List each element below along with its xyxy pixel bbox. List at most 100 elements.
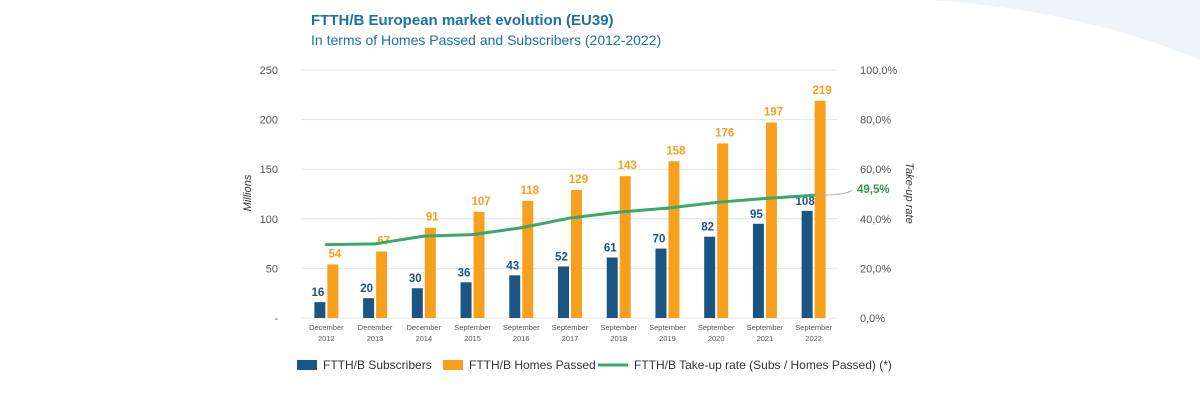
y-axis-left: - 50 100 150 200 250 <box>260 65 279 325</box>
x-tick-label-month: September <box>503 323 540 332</box>
takeup-point <box>568 216 572 220</box>
bar-label-subscribers: 43 <box>506 260 519 272</box>
x-tick-label-year: 2021 <box>757 334 774 343</box>
takeup-point <box>665 206 669 210</box>
bar-homes-passed <box>424 227 436 318</box>
legend: FTTH/B Subscribers FTTH/B Homes Passed FTT… <box>297 358 892 372</box>
takeup-point <box>422 234 426 238</box>
x-tick-label-year: 2013 <box>367 334 384 343</box>
bar-homes-passed <box>668 161 680 318</box>
x-tick-label-month: December <box>309 323 344 332</box>
bar-label-subscribers: 52 <box>555 251 568 263</box>
x-tick-label-month: September <box>454 323 491 332</box>
x-tick-label-month: September <box>747 323 784 332</box>
bar-subscribers <box>655 248 667 318</box>
x-tick-label-month: September <box>649 323 686 332</box>
takeup-line <box>324 193 816 247</box>
bar-homes-passed <box>376 251 388 318</box>
y-tick-label: 50 <box>266 263 278 275</box>
bar-label-homes-passed: 118 <box>520 185 539 197</box>
legend-label-homes-passed: FTTH/B Homes Passed <box>469 358 596 372</box>
x-tick-label-month: December <box>407 323 442 332</box>
x-axis: December 2012 December 2013 December 2014 Sept… <box>309 323 832 343</box>
x-tick-label-year: 2018 <box>610 334 627 343</box>
y-tick-label: - <box>274 313 278 325</box>
x-tick-label-year: 2016 <box>513 334 530 343</box>
bar-homes-passed <box>473 211 485 318</box>
takeup-point <box>617 210 621 214</box>
y2-tick-label: 0,0% <box>860 313 885 325</box>
bar-label-homes-passed: 158 <box>666 145 686 157</box>
bar-subscribers <box>558 266 569 318</box>
bar-subscribers <box>460 282 472 318</box>
bar-homes-passed <box>765 122 777 319</box>
takeup-point <box>324 243 328 247</box>
y-tick-label: 100 <box>260 214 278 226</box>
y2-tick-label: 20,0% <box>860 263 891 275</box>
y-tick-label: 250 <box>260 65 278 77</box>
bar-subscribers <box>704 236 716 318</box>
bar-label-homes-passed: 176 <box>715 127 734 139</box>
y-axis-title: Millions <box>242 174 254 211</box>
background-swoosh <box>930 0 1200 60</box>
x-tick-label-year: 2017 <box>562 334 579 343</box>
takeup-point <box>714 200 718 204</box>
annotation-label: 49,5% <box>857 184 890 196</box>
takeup-series-line <box>326 193 814 247</box>
legend-label-takeup: FTTH/B Take-up rate (Subs / Homes Passed… <box>634 358 892 372</box>
bar-label-subscribers: 108 <box>796 196 816 208</box>
bar-label-subscribers: 95 <box>750 209 763 221</box>
x-tick-label-month: September <box>600 323 637 332</box>
y2-axis-title: Take-up rate <box>903 162 915 223</box>
takeup-point <box>471 233 475 237</box>
y-tick-label: 200 <box>260 115 278 127</box>
y2-tick-label: 100,0% <box>860 65 898 77</box>
x-tick-label-year: 2022 <box>805 334 822 343</box>
bar-label-subscribers: 61 <box>604 242 617 254</box>
bar-label-homes-passed: 107 <box>471 196 490 208</box>
bar-homes-passed <box>571 190 582 318</box>
x-tick-label-year: 2019 <box>659 334 676 343</box>
bar-homes-passed <box>619 176 631 318</box>
y2-tick-label: 40,0% <box>860 214 891 226</box>
bar-homes-passed <box>327 264 339 318</box>
bar-label-subscribers: 20 <box>360 283 373 295</box>
x-tick-label-year: 2020 <box>708 334 725 343</box>
bar-label-homes-passed: 54 <box>328 248 341 260</box>
bar-label-subscribers: 36 <box>458 267 471 279</box>
bar-homes-passed <box>522 200 534 318</box>
bar-subscribers <box>363 298 375 318</box>
takeup-point <box>519 226 523 230</box>
bar-label-homes-passed: 91 <box>426 212 439 224</box>
chart-subtitle: In terms of Homes Passed and Subscribers… <box>311 32 661 48</box>
x-tick-label-year: 2015 <box>464 334 481 343</box>
bar-label-subscribers: 16 <box>311 287 324 299</box>
legend-swatch-homes-passed <box>443 360 463 370</box>
x-tick-label-year: 2012 <box>318 334 335 343</box>
y-axis-right: 0,0% 20,0% 40,0% 60,0% 80,0% 100,0% <box>860 65 898 325</box>
bar-label-subscribers: 82 <box>701 222 714 234</box>
x-tick-label-month: December <box>358 323 393 332</box>
y2-tick-label: 80,0% <box>860 115 891 127</box>
x-tick-label-month: September <box>698 323 735 332</box>
bar-label-subscribers: 30 <box>409 273 422 285</box>
bars: 1654206730913610743118521296114370158821… <box>311 85 832 319</box>
bar-subscribers <box>752 223 764 318</box>
bar-label-subscribers: 70 <box>653 234 666 246</box>
takeup-point <box>763 196 767 200</box>
bar-homes-passed <box>717 143 729 318</box>
bar-homes-passed <box>814 100 826 318</box>
bar-subscribers <box>801 210 813 318</box>
bar-label-homes-passed: 129 <box>569 174 588 186</box>
annotation-connector <box>817 189 853 196</box>
bar-label-homes-passed: 219 <box>813 85 832 97</box>
takeup-annotation: 49,5% <box>817 184 890 196</box>
bar-subscribers <box>606 257 618 318</box>
legend-swatch-subscribers <box>297 360 317 370</box>
bar-subscribers <box>509 275 521 318</box>
y-tick-label: 150 <box>260 164 278 176</box>
bar-subscribers <box>314 302 326 318</box>
takeup-point <box>373 242 377 246</box>
x-tick-label-year: 2014 <box>415 334 432 343</box>
